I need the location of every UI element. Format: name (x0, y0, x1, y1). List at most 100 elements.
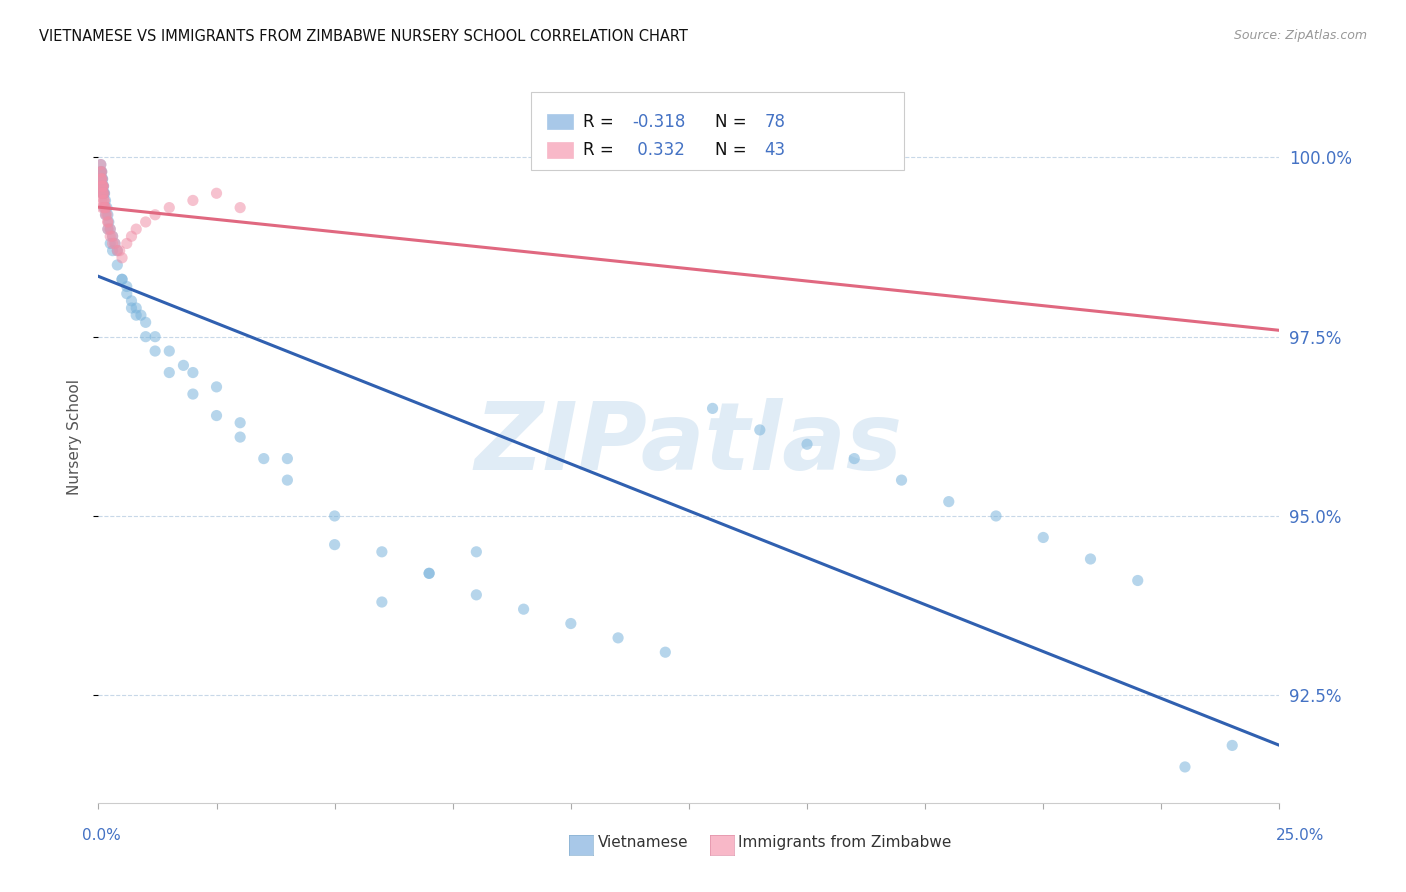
Point (129, 308, 152, 322)
Point (1126, 574, 1149, 588)
Point (938, 494, 960, 508)
Point (323, 508, 346, 523)
Text: 43: 43 (765, 141, 786, 160)
Point (91, 179, 114, 194)
Point (702, 401, 724, 416)
Point (104, 236, 127, 251)
Point (91, 172, 114, 186)
Point (465, 588, 488, 602)
Point (108, 244, 131, 258)
Point (90, 186, 112, 201)
Point (90, 172, 112, 186)
Point (93, 186, 115, 201)
Point (91, 186, 114, 201)
Bar (547, 113, 574, 129)
Point (229, 416, 252, 430)
Point (135, 215, 157, 229)
Point (101, 236, 124, 251)
Point (90, 165, 112, 179)
Point (91, 179, 114, 194)
Text: Immigrants from Zimbabwe: Immigrants from Zimbabwe (738, 836, 952, 850)
Point (135, 315, 157, 329)
Point (91, 179, 114, 194)
Point (101, 229, 124, 244)
Point (93, 194, 115, 208)
Point (91, 186, 114, 201)
Point (143, 344, 166, 359)
Point (984, 508, 1007, 523)
Text: 0.332: 0.332 (633, 141, 685, 160)
Point (121, 229, 143, 244)
Point (121, 293, 143, 308)
Text: 25.0%: 25.0% (1277, 828, 1324, 843)
Point (90, 158, 112, 172)
Point (654, 645, 676, 659)
Point (105, 244, 128, 258)
Point (96, 201, 118, 215)
Point (94, 208, 117, 222)
Point (91, 179, 114, 194)
Point (94, 201, 117, 215)
Point (1080, 552, 1102, 566)
Point (229, 430, 252, 444)
Point (101, 244, 124, 258)
Text: VIETNAMESE VS IMMIGRANTS FROM ZIMBABWE NURSERY SCHOOL CORRELATION CHART: VIETNAMESE VS IMMIGRANTS FROM ZIMBABWE N… (39, 29, 689, 44)
Point (371, 545, 394, 559)
Text: Vietnamese: Vietnamese (598, 836, 688, 850)
Point (125, 222, 148, 236)
Point (98, 222, 121, 236)
Point (90, 179, 112, 194)
Bar (547, 143, 574, 158)
Text: 0.0%: 0.0% (82, 828, 121, 843)
Point (93, 179, 115, 194)
Point (418, 566, 440, 581)
Point (94, 208, 117, 222)
Text: N =: N = (714, 141, 752, 160)
Point (371, 595, 394, 609)
Point (125, 308, 148, 322)
Point (90, 158, 112, 172)
Point (101, 229, 124, 244)
Point (91, 201, 114, 215)
Point (93, 186, 115, 201)
Point (157, 344, 180, 359)
Point (205, 186, 228, 201)
Point (1220, 739, 1243, 753)
Point (90, 172, 112, 186)
Point (512, 602, 534, 616)
Point (465, 545, 488, 559)
Point (111, 272, 134, 286)
Point (94, 194, 117, 208)
Point (796, 437, 818, 451)
Point (91, 172, 114, 186)
Point (157, 366, 180, 380)
Text: ZIPatlas: ZIPatlas (475, 398, 903, 491)
Text: 78: 78 (765, 112, 786, 130)
Point (890, 473, 912, 487)
Point (607, 631, 630, 645)
Point (98, 222, 121, 236)
Point (1032, 531, 1054, 545)
Point (844, 451, 866, 466)
FancyBboxPatch shape (530, 92, 904, 169)
Point (125, 301, 148, 315)
Y-axis label: Nursery School: Nursery School (67, 379, 83, 495)
Text: Source: ZipAtlas.com: Source: ZipAtlas.com (1233, 29, 1367, 42)
Point (97, 222, 120, 236)
Point (90, 179, 112, 194)
Point (276, 473, 298, 487)
Point (253, 451, 276, 466)
Point (97, 208, 120, 222)
Point (97, 215, 120, 229)
Point (90, 172, 112, 186)
Point (91, 186, 114, 201)
Point (121, 301, 143, 315)
Point (93, 194, 115, 208)
Point (96, 208, 118, 222)
Point (181, 194, 204, 208)
Point (91, 179, 114, 194)
Point (97, 222, 120, 236)
Point (181, 366, 204, 380)
Point (323, 538, 346, 552)
Point (276, 451, 298, 466)
